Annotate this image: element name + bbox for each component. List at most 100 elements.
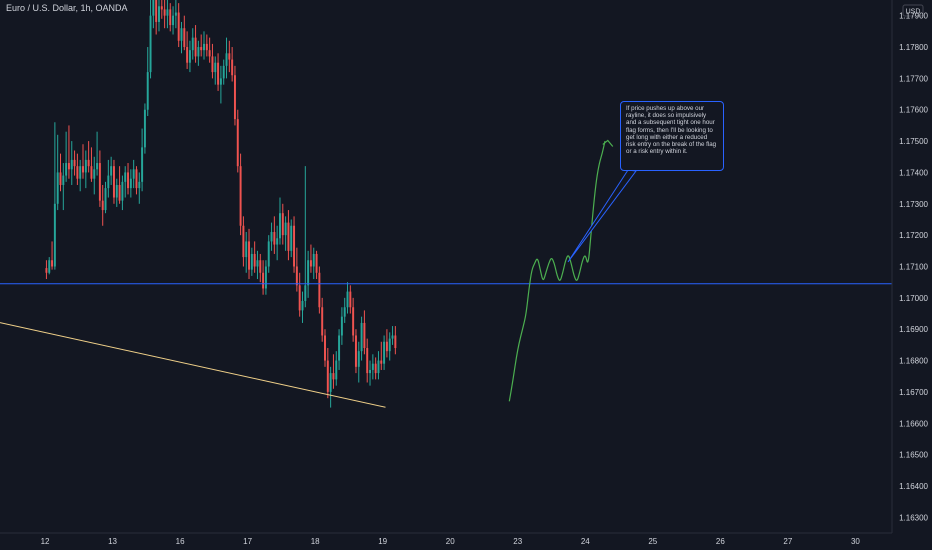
candle-body: [309, 260, 312, 267]
candle-body: [321, 307, 324, 336]
candle-body: [388, 338, 391, 352]
candle-body: [205, 43, 208, 51]
candle-body: [138, 181, 141, 189]
candle-body: [290, 225, 293, 251]
candle-body: [239, 166, 242, 226]
time-tick-label: 23: [513, 537, 522, 546]
candle-body: [253, 253, 256, 267]
candle-body: [256, 260, 259, 267]
price-tick-label: 1.16800: [899, 357, 928, 366]
candle-body: [169, 9, 172, 26]
candle-body: [222, 65, 225, 79]
candle-body: [394, 335, 397, 349]
time-axis-bg: [0, 533, 932, 550]
candle-body: [65, 163, 68, 176]
candle-body: [340, 316, 343, 336]
price-tick-label: 1.17900: [899, 12, 928, 21]
candle-body: [194, 37, 197, 57]
currency-box: [902, 4, 924, 17]
candle-body: [264, 266, 267, 289]
candle-body: [315, 253, 318, 273]
candle-body: [343, 307, 346, 317]
candle-body: [385, 341, 388, 352]
candle-body: [242, 225, 245, 258]
candle-body: [107, 175, 110, 189]
candle-body: [143, 109, 146, 148]
candle-body: [45, 268, 48, 273]
candle-body: [366, 348, 369, 374]
candle-body: [59, 172, 62, 185]
candle-body: [149, 15, 152, 73]
projection-arrowhead: [602, 139, 614, 147]
candle-body: [295, 266, 298, 286]
candle-body: [304, 285, 307, 301]
time-tick-label: 20: [446, 537, 455, 546]
candle-body: [217, 62, 220, 85]
candle-body: [219, 78, 222, 85]
candle-body: [281, 213, 284, 236]
candle-body: [124, 172, 127, 182]
candle-body: [157, 6, 160, 22]
candle-body: [211, 56, 214, 73]
candle-body: [270, 232, 273, 242]
candle-body: [326, 360, 329, 392]
candle-body: [236, 119, 239, 167]
candle-body: [112, 166, 115, 198]
price-tick-label: 1.17700: [899, 74, 928, 83]
candle-body: [363, 322, 366, 349]
candle-body: [53, 203, 56, 267]
candle-body: [188, 50, 191, 63]
candle-body: [208, 50, 211, 57]
candle-body: [110, 166, 113, 176]
candle-body: [172, 15, 175, 26]
candle-body: [228, 53, 231, 60]
candle-body: [62, 175, 65, 185]
candle-body: [70, 159, 73, 170]
candle-body: [84, 159, 87, 173]
price-tick-label: 1.16700: [899, 388, 928, 397]
candle-body: [163, 9, 166, 16]
time-tick-label: 13: [108, 537, 117, 546]
candle-body: [214, 62, 217, 73]
time-tick-label: 18: [311, 537, 320, 546]
candle-body: [177, 12, 180, 41]
candle-body: [225, 53, 228, 66]
candle-body: [374, 363, 377, 374]
candle-body: [146, 72, 149, 110]
candle-body: [278, 213, 281, 239]
price-tick-label: 1.17800: [899, 43, 928, 52]
candle-body: [267, 241, 270, 267]
candle-body: [318, 272, 321, 308]
candle-body: [200, 47, 203, 51]
candle-body: [197, 47, 200, 57]
candle-body: [56, 172, 59, 204]
candle-body: [96, 163, 99, 170]
price-tick-label: 1.17300: [899, 200, 928, 209]
candle-body: [329, 373, 332, 392]
candle-body: [67, 163, 70, 170]
candle-body: [48, 260, 51, 273]
candle-body: [369, 369, 372, 374]
candle-body: [135, 169, 138, 189]
candle-body: [273, 232, 276, 245]
candle-body: [354, 335, 357, 367]
candle-body: [127, 172, 130, 189]
candle-body: [262, 272, 265, 289]
candle-body: [391, 335, 394, 339]
candle-body: [276, 238, 279, 245]
trendline: [0, 322, 386, 408]
time-tick-label: 27: [783, 537, 792, 546]
candle-body: [338, 335, 341, 361]
candle-body: [248, 241, 251, 270]
candle-body: [160, 6, 163, 10]
candle-body: [129, 178, 132, 189]
candle-body: [76, 166, 79, 179]
candle-body: [115, 184, 118, 198]
price-tick-label: 1.16500: [899, 451, 928, 460]
time-tick-label: 17: [243, 537, 252, 546]
callout-box: If price pushes up above our rayline, it…: [620, 101, 724, 171]
candle-body: [352, 307, 355, 336]
currency-label: USD: [906, 9, 921, 16]
